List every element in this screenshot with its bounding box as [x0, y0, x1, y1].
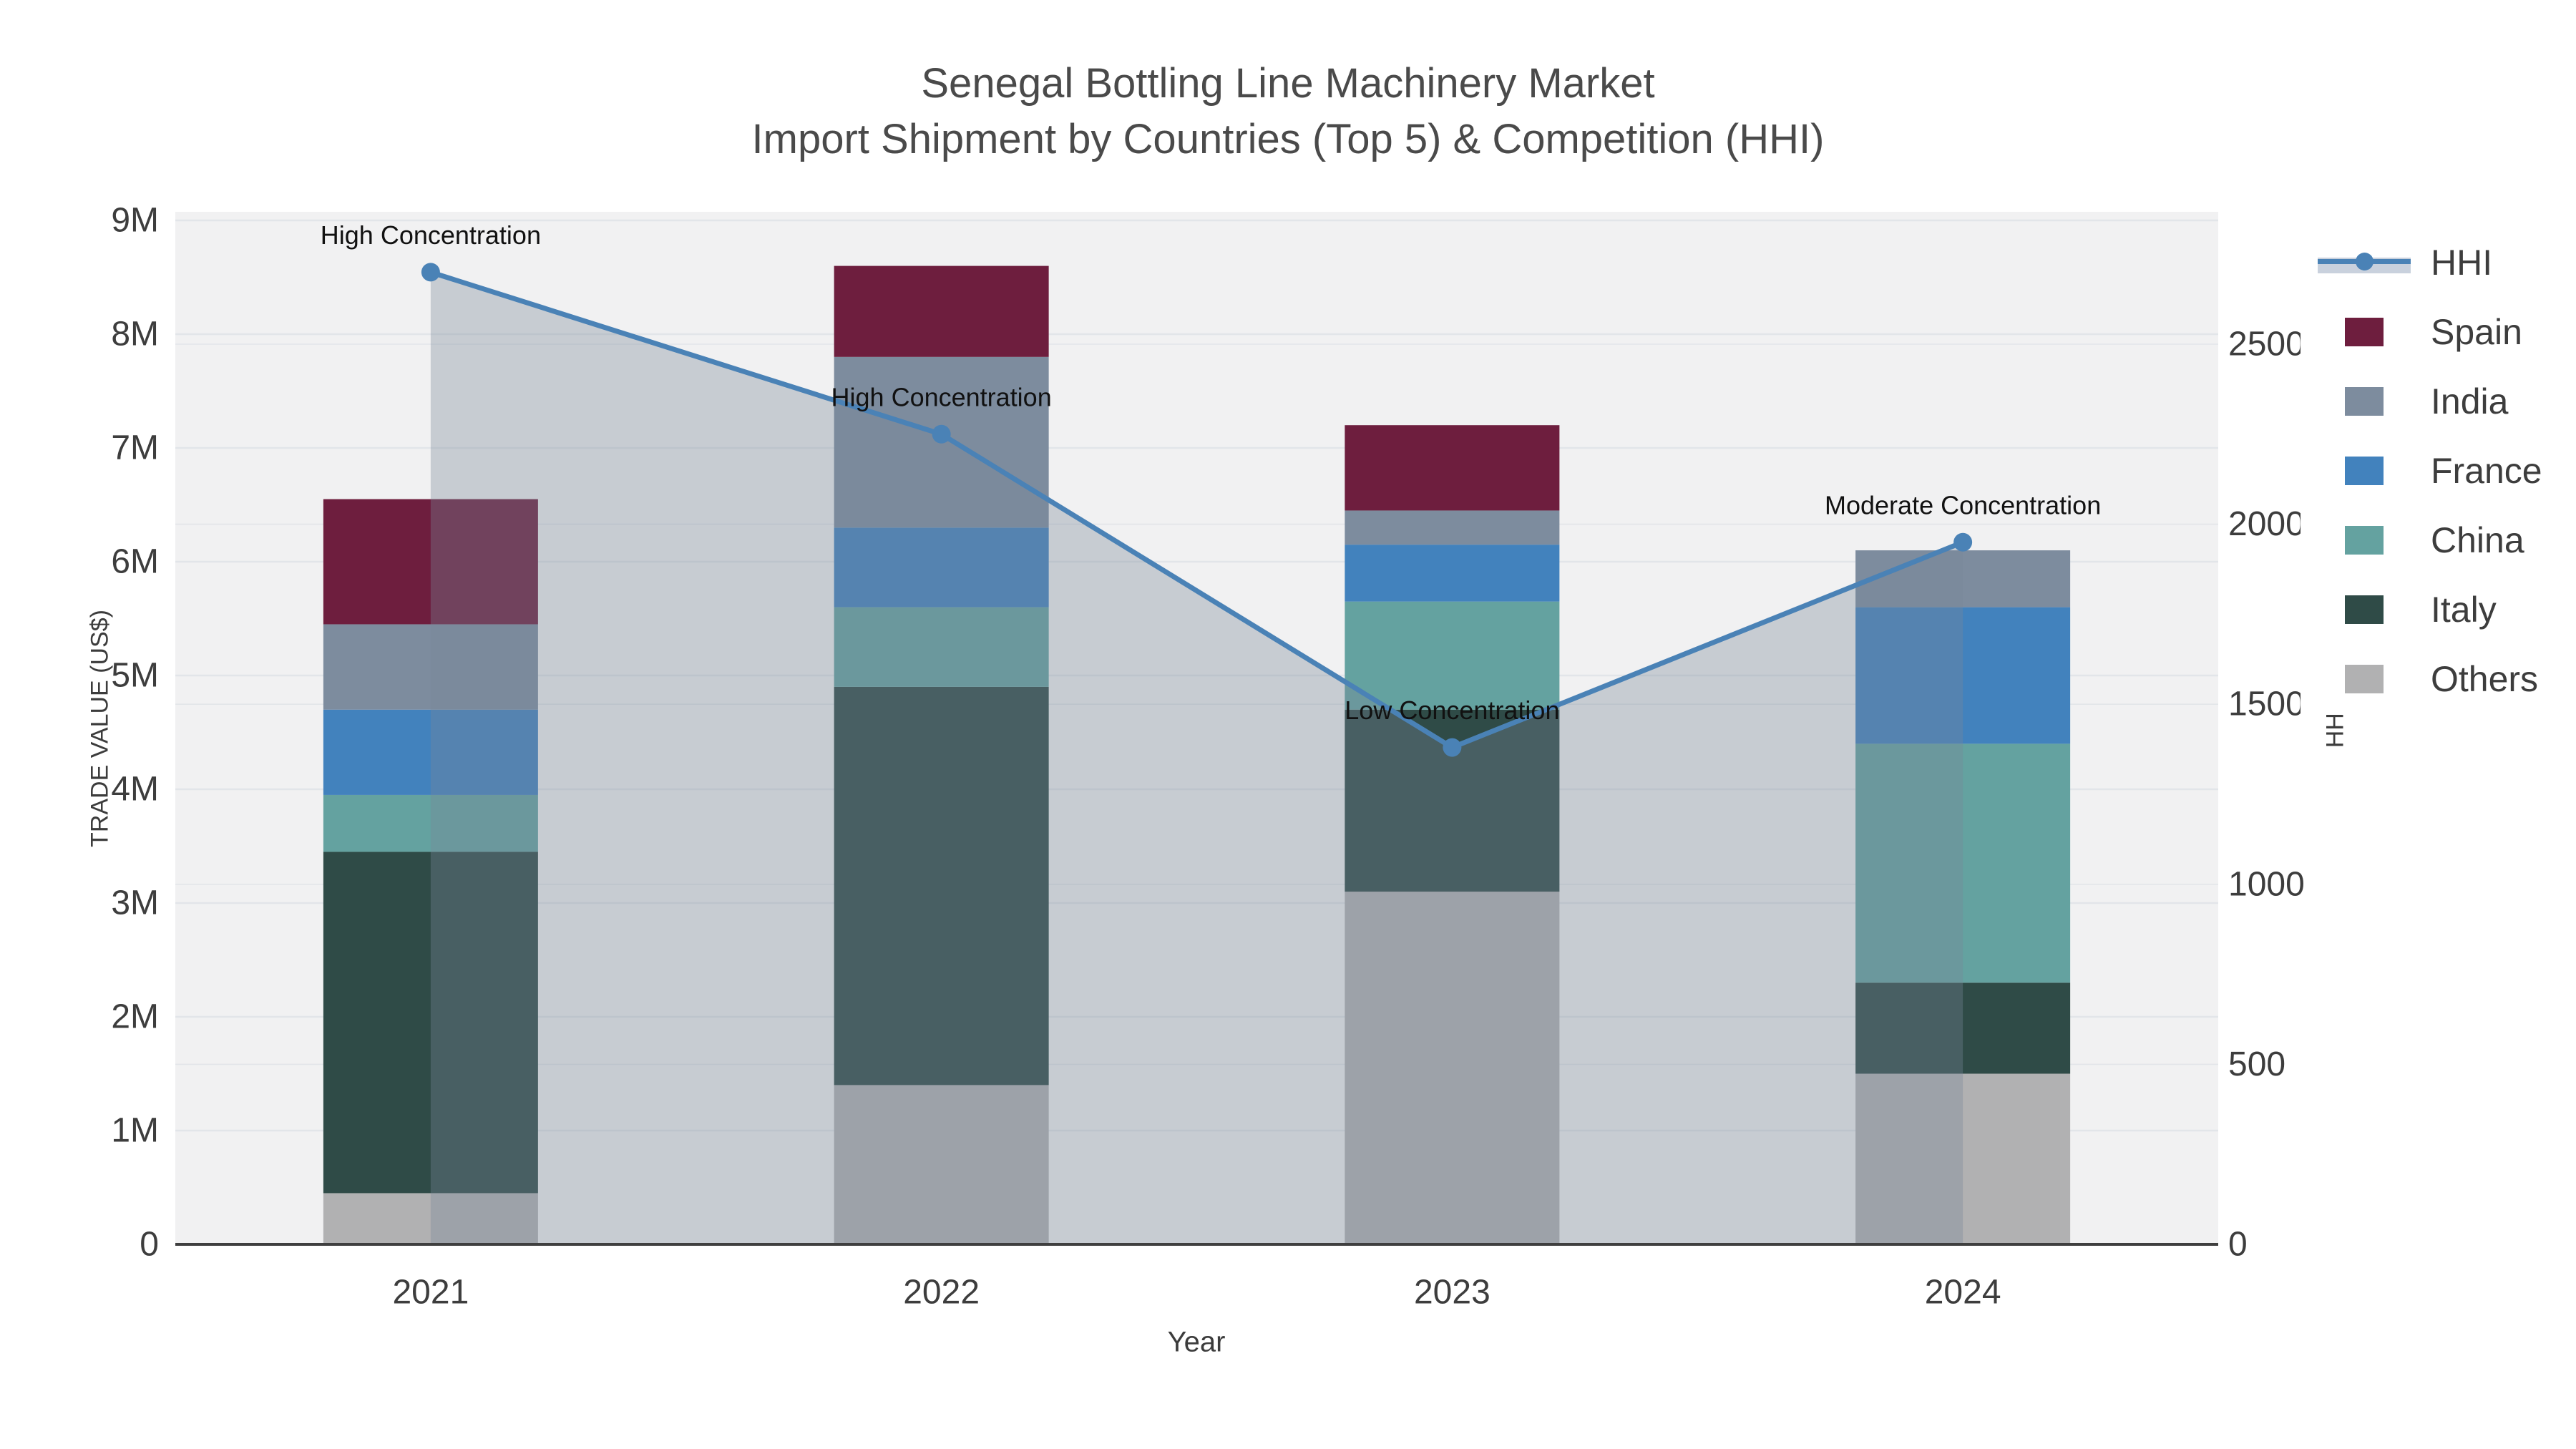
- legend-swatch-icon: [2318, 595, 2411, 624]
- x-tick-2023: 2023: [1414, 1274, 1491, 1312]
- x-tick-2022: 2022: [903, 1274, 980, 1312]
- bar-segment-2021-china[interactable]: [323, 794, 538, 852]
- legend-item-italy[interactable]: Italy: [2301, 575, 2576, 644]
- legend-item-hhi[interactable]: HHI: [2301, 228, 2576, 297]
- legend-swatch-others: [2345, 664, 2384, 693]
- legend-item-spain[interactable]: Spain: [2301, 297, 2576, 366]
- bar-segment-2024-others[interactable]: [1855, 1073, 2071, 1245]
- legend-label-india: India: [2431, 381, 2509, 421]
- annotation-2024: Moderate Concentration: [1825, 490, 2101, 519]
- y-left-tick-0: 0: [140, 1226, 159, 1264]
- hhi-marker-swatch: [2356, 252, 2373, 270]
- hhi-marker-2024[interactable]: [1953, 532, 1973, 552]
- chart-title-line2: Import Shipment by Countries (Top 5) & C…: [751, 116, 1825, 162]
- y-left-tick-3M: 3M: [111, 884, 159, 922]
- legend-label-hhi: HHI: [2431, 242, 2493, 283]
- bar-segment-2022-france[interactable]: [834, 527, 1049, 608]
- chart-title-line1: Senegal Bottling Line Machinery Market: [921, 60, 1655, 107]
- legend-item-china[interactable]: China: [2301, 505, 2576, 575]
- legend-swatch-france: [2345, 456, 2384, 485]
- y-left-tick-9M: 9M: [111, 202, 159, 240]
- y-left-tick-1M: 1M: [111, 1112, 159, 1150]
- bar-segment-2022-spain[interactable]: [834, 265, 1049, 357]
- legend-label-spain: Spain: [2431, 311, 2522, 352]
- legend-swatch-icon: [2318, 317, 2411, 346]
- legend-swatch-icon: [2318, 386, 2411, 416]
- legend-swatch-spain: [2345, 317, 2384, 346]
- annotation-2022: High Concentration: [831, 382, 1052, 411]
- bar-segment-2023-india[interactable]: [1345, 510, 1560, 545]
- bar-segment-2023-others[interactable]: [1345, 892, 1560, 1244]
- y-left-tick-7M: 7M: [111, 429, 159, 467]
- legend-item-others[interactable]: Others: [2301, 644, 2576, 713]
- hhi-area-fill: [430, 272, 1963, 1244]
- x-tick-2021: 2021: [392, 1274, 469, 1312]
- x-tick-2024: 2024: [1925, 1274, 2001, 1312]
- legend-label-others: Others: [2431, 658, 2539, 699]
- x-axis-title: Year: [1167, 1326, 1226, 1358]
- bar-segment-2021-others[interactable]: [323, 1193, 538, 1244]
- y-right-tick-1500: 1500: [2228, 686, 2305, 723]
- y-right-tick-0: 0: [2228, 1226, 2248, 1264]
- bar-segment-2024-italy[interactable]: [1855, 982, 2071, 1074]
- y-right-tick-2000: 2000: [2228, 505, 2305, 543]
- annotation-2021: High Concentration: [321, 220, 541, 250]
- hhi-line-legend-icon: [2318, 248, 2411, 277]
- legend-swatch-india: [2345, 386, 2384, 416]
- bar-segment-2022-italy[interactable]: [834, 686, 1049, 1085]
- hhi-line: [429, 270, 1964, 751]
- chart-title: Senegal Bottling Line Machinery Market I…: [0, 56, 2576, 167]
- hhi-marker-2022[interactable]: [932, 424, 951, 444]
- legend-swatch-china: [2345, 525, 2384, 555]
- annotation-2023: Low Concentration: [1345, 696, 1559, 725]
- bar-segment-2024-india[interactable]: [1855, 550, 2071, 608]
- legend-label-china: China: [2431, 519, 2524, 560]
- legend-item-india[interactable]: India: [2301, 366, 2576, 436]
- y-left-tick-8M: 8M: [111, 316, 159, 353]
- bar-segment-2022-china[interactable]: [834, 607, 1049, 687]
- y-left-tick-6M: 6M: [111, 543, 159, 581]
- y-right-tick-500: 500: [2228, 1045, 2285, 1083]
- bar-segment-2021-france[interactable]: [323, 709, 538, 795]
- y-left-tick-4M: 4M: [111, 771, 159, 809]
- legend-swatch-italy: [2345, 595, 2384, 624]
- bar-segment-2024-france[interactable]: [1855, 607, 2071, 744]
- bar-segment-2023-france[interactable]: [1345, 545, 1560, 602]
- hhi-marker-2023[interactable]: [1443, 738, 1462, 757]
- bar-segment-2023-spain[interactable]: [1345, 425, 1560, 511]
- legend-item-france[interactable]: France: [2301, 436, 2576, 505]
- bar-segment-2021-spain[interactable]: [323, 499, 538, 625]
- bar-segment-2022-others[interactable]: [834, 1085, 1049, 1244]
- legend-swatch-icon: [2318, 456, 2411, 485]
- legend-swatch-icon: [2318, 664, 2411, 693]
- legend-swatch-icon: [2318, 525, 2411, 555]
- legend: HHI Spain India France China Italy Others: [2301, 228, 2576, 713]
- y-left-tick-5M: 5M: [111, 657, 159, 695]
- bar-segment-2024-china[interactable]: [1855, 743, 2071, 983]
- y-left-tick-2M: 2M: [111, 998, 159, 1036]
- bar-segment-2021-india[interactable]: [323, 624, 538, 710]
- legend-label-italy: Italy: [2431, 589, 2497, 630]
- y-right-tick-1000: 1000: [2228, 865, 2305, 903]
- bar-segment-2021-italy[interactable]: [323, 852, 538, 1194]
- y-right-tick-2500: 2500: [2228, 326, 2305, 364]
- y-axis-title-left: TRADE VALUE (US$): [86, 610, 114, 847]
- legend-label-france: France: [2431, 450, 2542, 491]
- hhi-marker-2021[interactable]: [421, 263, 440, 282]
- bar-segment-2023-china[interactable]: [1345, 601, 1560, 710]
